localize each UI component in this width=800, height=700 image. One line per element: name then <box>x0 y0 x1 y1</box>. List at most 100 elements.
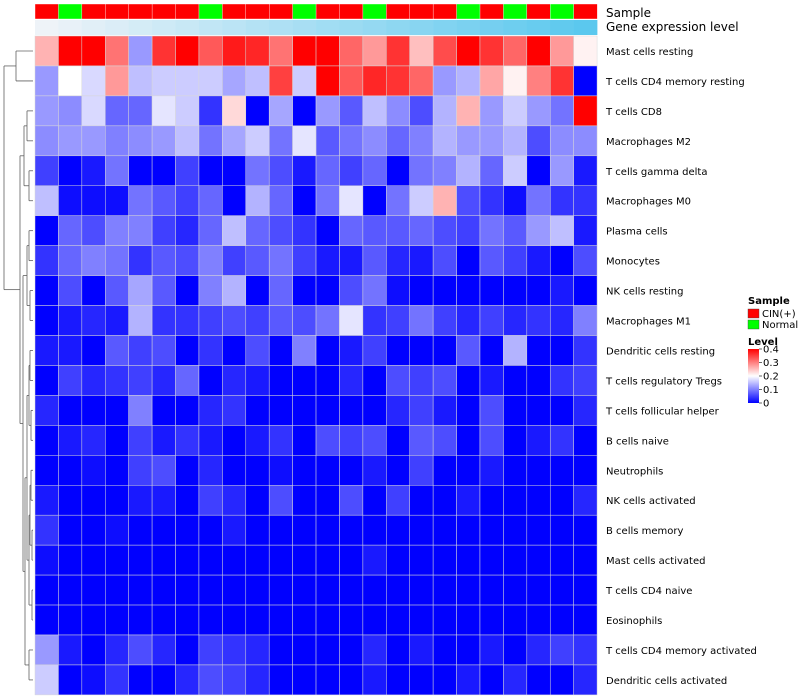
heatmap-cell <box>432 544 457 576</box>
heatmap-cell <box>409 35 434 67</box>
expression-level-cell <box>128 20 153 35</box>
heatmap-cell <box>292 35 317 67</box>
heatmap-cell <box>151 65 176 97</box>
heatmap-cell <box>339 634 364 666</box>
legend-level-ticks: 0.4 0.3 0.2 0.1 0 <box>759 345 779 410</box>
heatmap-cell <box>432 455 457 486</box>
heatmap-cell <box>292 395 317 426</box>
heatmap-cell <box>339 335 364 366</box>
heatmap-cell <box>339 544 364 576</box>
row-label: Plasma cells <box>606 227 668 238</box>
heatmap-cell <box>573 35 598 67</box>
heatmap-cell <box>573 185 598 216</box>
heatmap-cell <box>456 65 481 97</box>
heatmap-cell <box>245 275 270 306</box>
expression-level-cell <box>198 20 223 35</box>
heatmap-cell <box>362 125 387 157</box>
heatmap-cell <box>198 574 223 606</box>
heatmap-cell <box>105 664 129 696</box>
heatmap-cell <box>549 365 574 396</box>
heatmap-cell <box>386 455 410 486</box>
heatmap-cell <box>58 574 83 606</box>
heatmap-cell <box>573 604 598 636</box>
sample-group-cell <box>503 3 528 20</box>
heatmap-cell <box>268 305 293 336</box>
heatmap-cell <box>268 65 293 97</box>
heatmap-cell <box>573 245 598 276</box>
sample-group-cell <box>269 3 294 20</box>
heatmap-cell <box>245 95 270 127</box>
heatmap-cell <box>503 574 528 606</box>
heatmap-cell <box>315 35 340 67</box>
heatmap-cell <box>339 664 364 696</box>
heatmap-cell <box>526 35 551 67</box>
heatmap-cell <box>198 185 223 216</box>
heatmap-cell <box>58 634 83 666</box>
heatmap-cell <box>268 395 293 426</box>
heatmap-cell <box>503 125 528 157</box>
heatmap-cell <box>432 485 457 516</box>
expression-level-cell <box>503 20 528 35</box>
heatmap-cell <box>479 215 504 246</box>
heatmap-cell <box>151 125 176 157</box>
row-label: Dendritic cells activated <box>606 676 727 687</box>
heatmap-cell <box>409 604 434 636</box>
heatmap-cell <box>105 65 129 97</box>
heatmap-cell <box>573 155 598 187</box>
heatmap-cell <box>268 365 293 396</box>
heatmap-cell <box>409 544 434 576</box>
heatmap-cell <box>573 275 598 306</box>
expression-level-cell <box>105 20 129 35</box>
heatmap-cell <box>34 574 59 606</box>
heatmap-cell <box>34 395 59 426</box>
heatmap-cell <box>245 544 270 576</box>
heatmap-cell <box>58 305 83 336</box>
row-label: Mast cells resting <box>606 47 693 58</box>
heatmap-cell <box>386 514 410 546</box>
heatmap-cell <box>503 365 528 396</box>
heatmap-cell <box>198 95 223 127</box>
sample-group-cell <box>315 3 340 20</box>
heatmap-cell <box>222 365 247 396</box>
heatmap-cell <box>339 275 364 306</box>
heatmap-cell <box>456 245 481 276</box>
heatmap-cell <box>573 514 598 546</box>
heatmap-cell <box>339 305 364 336</box>
heatmap-cell <box>34 155 59 187</box>
heatmap-cell <box>128 335 153 366</box>
row-label: Neutrophils <box>606 466 663 477</box>
heatmap-cell <box>292 455 317 486</box>
heatmap-cell <box>81 185 106 216</box>
heatmap-cell <box>549 664 574 696</box>
heatmap-cell <box>549 275 574 306</box>
heatmap-cell <box>503 485 528 516</box>
legend-level-tick-label: 0.3 <box>763 358 779 369</box>
expression-level-cell <box>573 20 598 35</box>
sample-group-cell <box>479 3 504 20</box>
heatmap-cell <box>151 335 176 366</box>
expression-level-cell <box>339 20 364 35</box>
heatmap-cell <box>105 455 129 486</box>
heatmap-cell <box>58 544 83 576</box>
heatmap-cell <box>479 365 504 396</box>
heatmap-cell <box>573 485 598 516</box>
heatmap-cell <box>409 485 434 516</box>
heatmap-cell <box>222 425 247 456</box>
heatmap-cell <box>151 35 176 67</box>
heatmap-cell <box>128 514 153 546</box>
heatmap-cell <box>81 544 106 576</box>
heatmap-cell <box>268 35 293 67</box>
heatmap-cell <box>58 425 83 456</box>
heatmap-cell <box>549 125 574 157</box>
heatmap-cell <box>549 544 574 576</box>
heatmap-cell <box>58 335 83 366</box>
heatmap-cell <box>549 425 574 456</box>
heatmap-cell <box>175 664 200 696</box>
heatmap-cell <box>315 365 340 396</box>
heatmap-cell <box>549 155 574 187</box>
heatmap-cell <box>292 425 317 456</box>
row-label: Mast cells activated <box>606 556 705 567</box>
heatmap-cell <box>81 634 106 666</box>
heatmap-cell <box>362 604 387 636</box>
